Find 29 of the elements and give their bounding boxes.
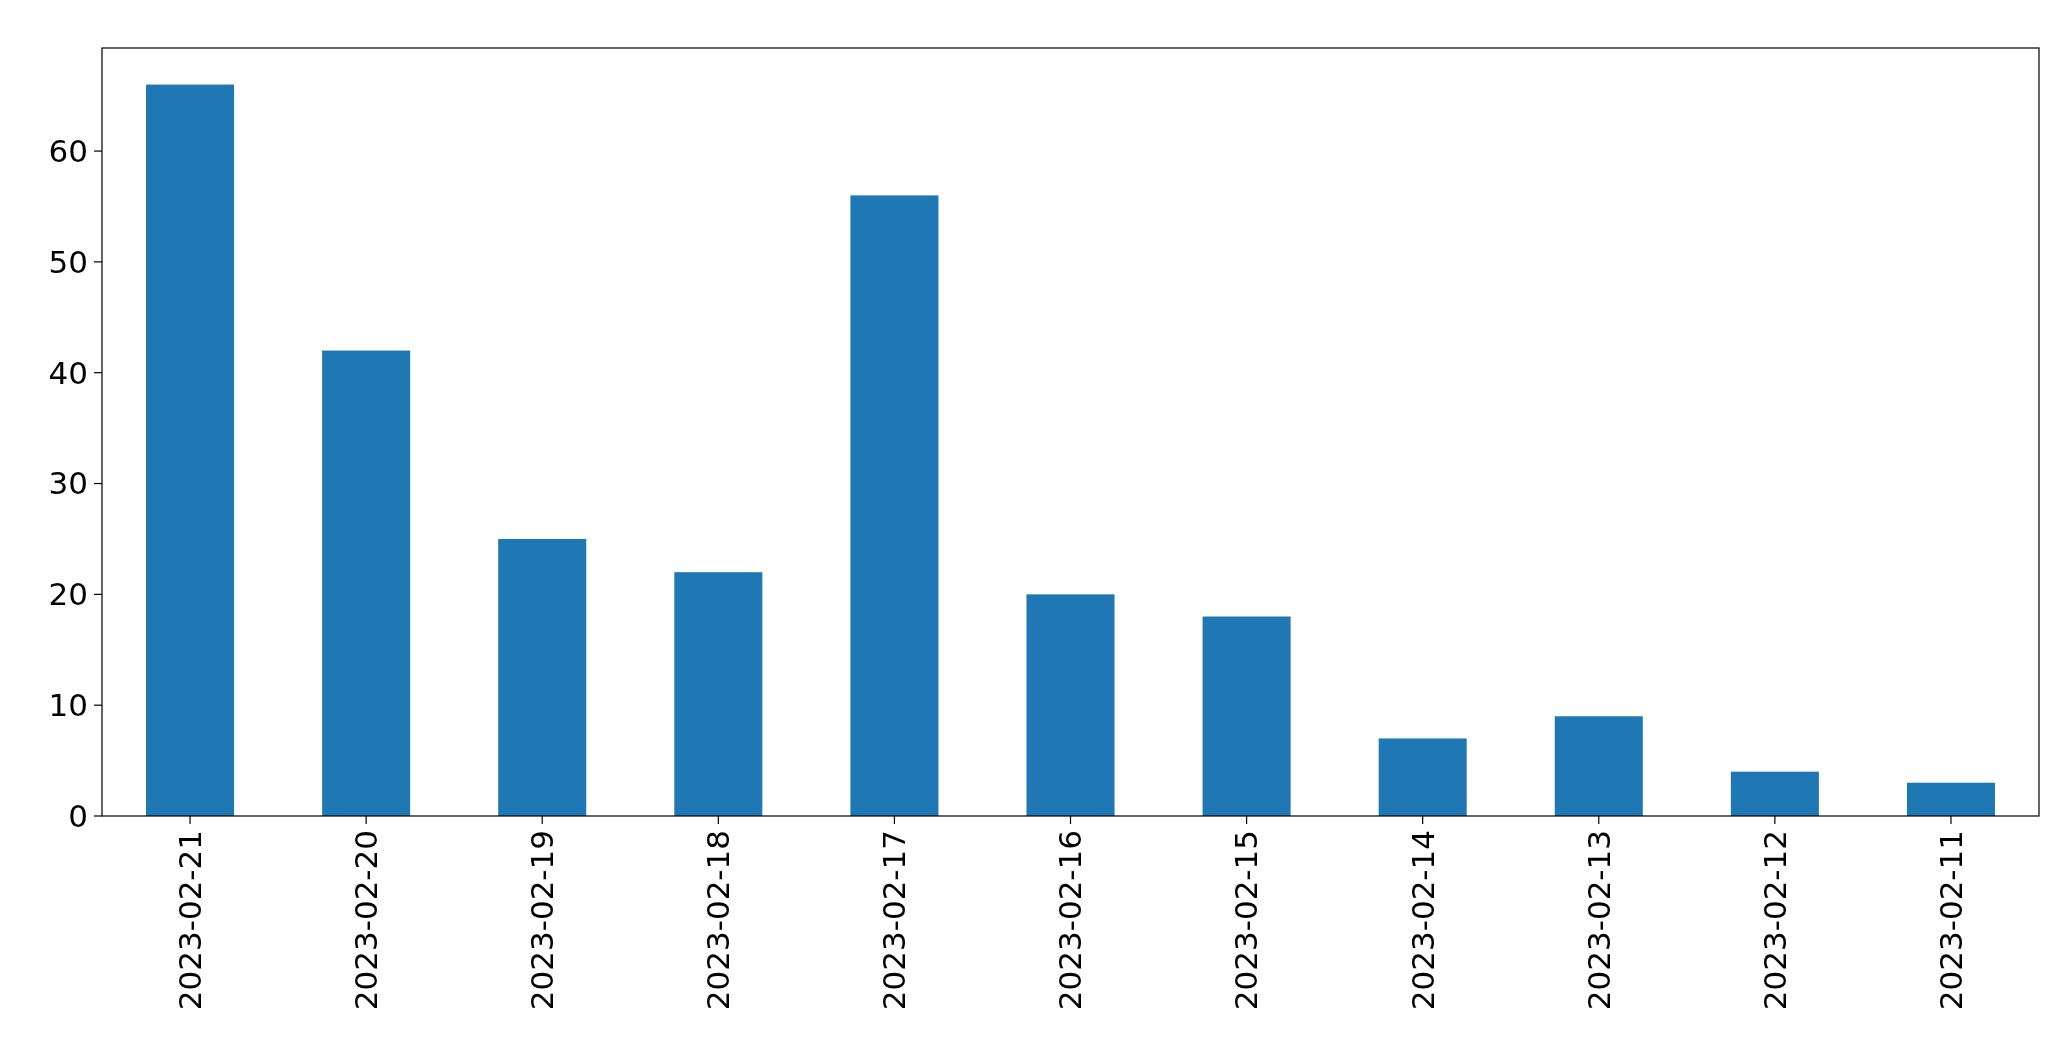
x-tick-label: 2023-02-18 (700, 830, 737, 1011)
y-tick-label: 30 (48, 465, 88, 502)
y-tick-label: 60 (48, 132, 88, 169)
x-tick-label: 2023-02-16 (1052, 830, 1089, 1011)
bar (146, 84, 235, 816)
y-tick-label: 10 (48, 687, 88, 724)
bar (850, 195, 939, 816)
bar (1202, 616, 1291, 816)
bar (1378, 738, 1467, 816)
y-tick-label: 20 (48, 576, 88, 613)
bar (498, 538, 587, 816)
y-tick-label: 40 (48, 354, 88, 391)
x-tick-label: 2023-02-19 (524, 830, 561, 1011)
bar (674, 572, 763, 816)
bar (322, 350, 411, 816)
x-tick-label: 2023-02-17 (876, 830, 913, 1011)
x-tick-label: 2023-02-15 (1228, 830, 1265, 1011)
x-tick-label: 2023-02-13 (1580, 830, 1617, 1011)
x-tick-label: 2023-02-14 (1404, 830, 1441, 1011)
y-tick-label: 0 (68, 797, 88, 834)
x-tick-label: 2023-02-20 (347, 830, 384, 1011)
bar (1554, 716, 1643, 816)
bar (1730, 771, 1819, 816)
x-tick-label: 2023-02-21 (171, 830, 208, 1011)
y-tick-label: 50 (48, 243, 88, 280)
x-tick-label: 2023-02-11 (1932, 830, 1969, 1011)
bar (1026, 594, 1115, 816)
x-tick-label: 2023-02-12 (1756, 830, 1793, 1011)
bar (1906, 782, 1995, 816)
